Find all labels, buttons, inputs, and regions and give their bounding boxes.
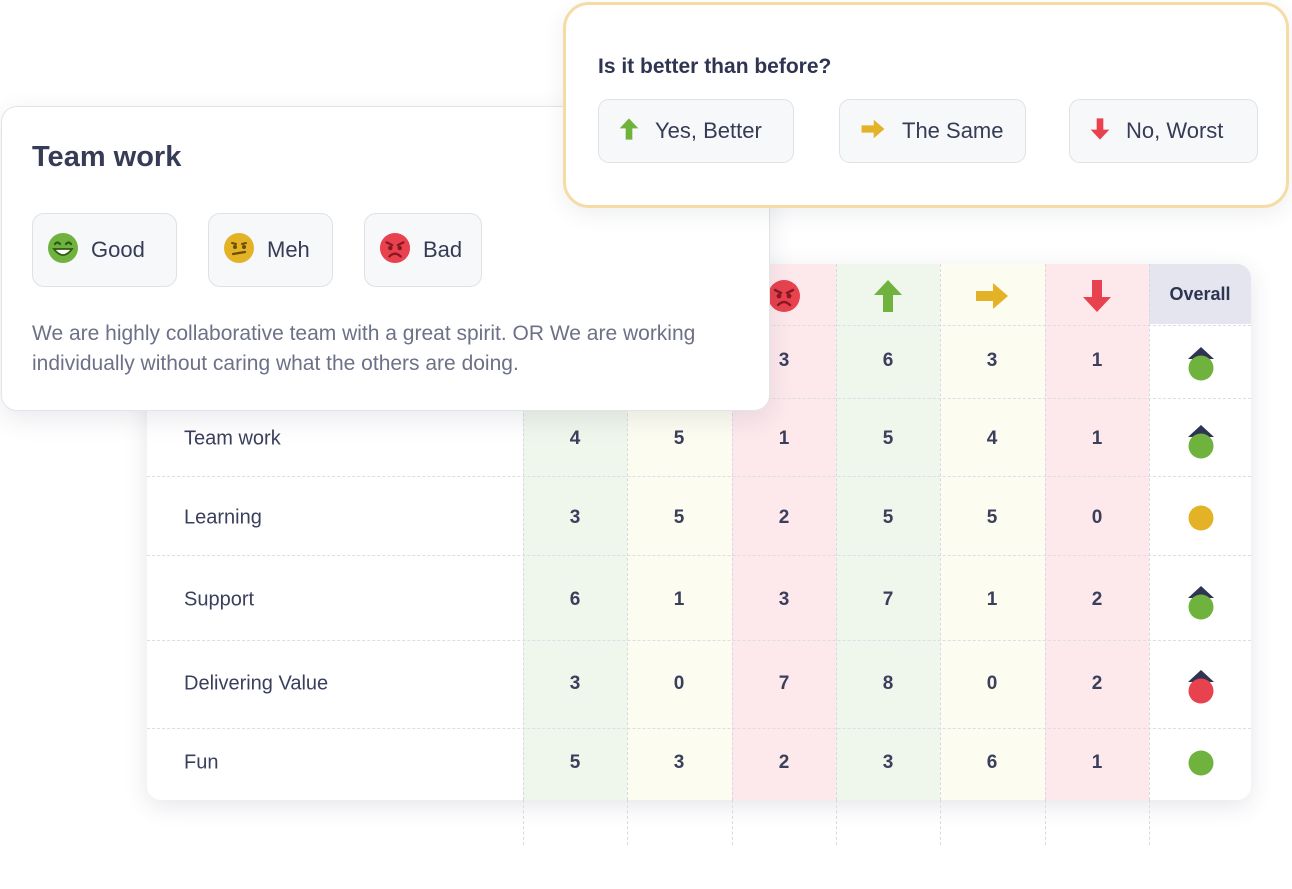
the-same-button[interactable]: The Same [839,99,1026,163]
no-worst-button[interactable]: No, Worst [1069,99,1258,163]
card-description: We are highly collaborative team with a … [32,322,696,375]
table-cell: 0 [673,673,685,694]
angry-face-icon [379,232,411,269]
table-cell: 1 [778,428,790,449]
table-cell: 3 [778,589,790,610]
table-cell: 3 [569,507,581,528]
arrow-up-icon [836,278,940,314]
row-label: Team work [184,427,281,450]
table-cell: 0 [986,673,998,694]
table-cell: 5 [882,507,894,528]
angry-face-icon [732,278,836,314]
happy-face-icon [47,232,79,269]
status-dot-icon [1188,505,1214,531]
card-title: Team work [32,141,182,173]
better-column [836,264,940,800]
arrow-down-icon [1045,278,1149,314]
table-cell: 2 [778,752,790,773]
table-cell: 7 [778,673,790,694]
table-cell: 3 [778,350,790,371]
overall-column-header [1149,264,1251,324]
table-cell: 3 [882,752,894,773]
table-cell: 6 [569,589,581,610]
table-cell: 2 [1091,589,1103,610]
table-cell: 1 [1091,752,1103,773]
bad-button[interactable]: Bad [364,213,482,287]
meh-button[interactable]: Meh [208,213,333,287]
row-label: Support [184,588,255,611]
table-cell: 2 [1091,673,1103,694]
mood-label: Meh [267,237,310,262]
option-label: The Same [902,118,1004,143]
table-cell: 5 [569,752,581,773]
overall-header: Overall [1169,283,1231,304]
table-cell: 6 [882,350,894,371]
table-cell: 1 [673,589,685,610]
trend-up-status-icon [1188,670,1214,704]
trend-up-status-icon [1188,586,1214,620]
option-label: No, Worst [1126,118,1224,143]
arrow-down-icon [1090,116,1110,147]
table-cell: 8 [882,673,894,694]
arrow-right-icon [940,278,1044,314]
question-title: Is it better than before? [598,55,832,78]
good-button[interactable]: Good [32,213,177,287]
trend-up-status-icon [1188,347,1214,381]
question-card: Is it better than before? Yes, Better Th… [563,2,1289,208]
option-label: Yes, Better [655,118,762,143]
table-cell: 6 [986,752,998,773]
table-cell: 3 [569,673,581,694]
trend-up-status-icon [1188,425,1214,459]
yes-better-button[interactable]: Yes, Better [598,99,794,163]
mood-label: Good [91,237,145,262]
table-cell: 3 [986,350,998,371]
table-cell: 7 [882,589,894,610]
mood-label: Bad [423,237,463,262]
status-dot-icon [1188,750,1214,776]
row-label: Learning [184,506,262,529]
table-cell: 0 [1091,507,1103,528]
table-cell: 1 [986,589,998,610]
table-cell: 5 [882,428,894,449]
table-cell: 2 [778,507,790,528]
row-label: Delivering Value [184,672,329,695]
table-cell: 3 [673,752,685,773]
table-cell: 1 [1091,350,1103,371]
arrow-right-icon [860,119,886,144]
arrow-up-icon [619,116,639,147]
table-cell: 5 [673,428,685,449]
neutral-face-icon [223,232,255,269]
table-cell: 4 [569,428,581,449]
row-label: Fun [184,751,219,774]
table-cell: 5 [986,507,998,528]
table-cell: 1 [1091,428,1103,449]
table-cell: 4 [986,428,998,449]
worst-column [1045,264,1149,800]
table-cell: 5 [673,507,685,528]
same-column [940,264,1045,800]
